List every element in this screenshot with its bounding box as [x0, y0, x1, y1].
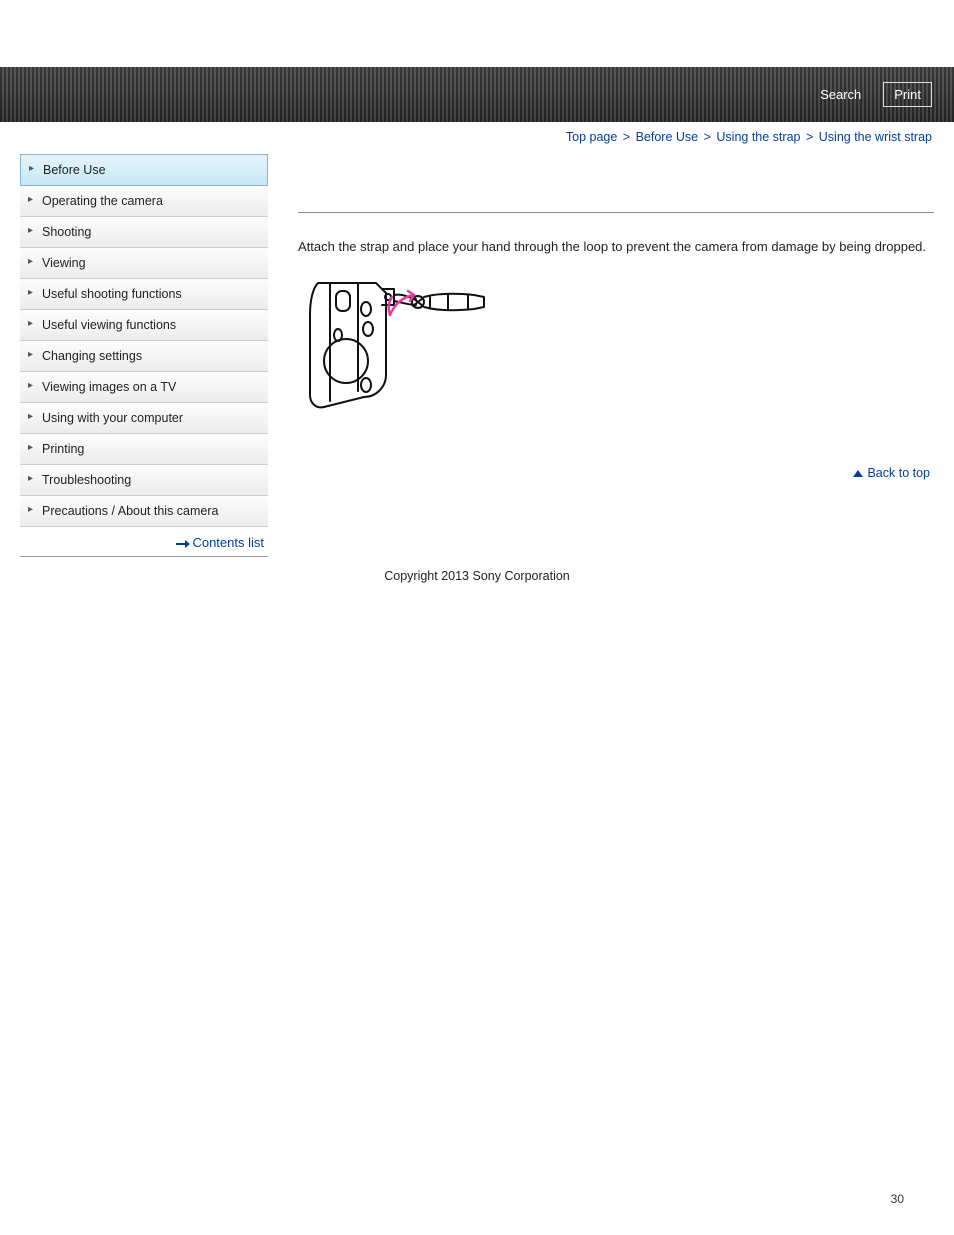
breadcrumb: Top page > Before Use > Using the strap …	[0, 122, 954, 154]
sidebar-item-useful-shooting[interactable]: Useful shooting functions	[20, 279, 268, 310]
sidebar-item-viewing-tv[interactable]: Viewing images on a TV	[20, 372, 268, 403]
title-rule	[298, 212, 934, 213]
sidebar-item-viewing[interactable]: Viewing	[20, 248, 268, 279]
triangle-up-icon	[853, 470, 863, 477]
body-text: Attach the strap and place your hand thr…	[298, 237, 934, 257]
sidebar-list: Before Use Operating the camera Shooting…	[20, 154, 268, 527]
contents-list: Contents list	[20, 527, 268, 557]
sidebar-item-operating[interactable]: Operating the camera	[20, 186, 268, 217]
print-button[interactable]: Print	[883, 82, 932, 107]
header-bar: Search Print	[0, 67, 954, 122]
page-number: 30	[891, 1192, 904, 1206]
breadcrumb-link-before-use[interactable]: Before Use	[636, 130, 699, 144]
sidebar-item-useful-viewing[interactable]: Useful viewing functions	[20, 310, 268, 341]
main-content: Attach the strap and place your hand thr…	[268, 154, 934, 480]
contents-list-link[interactable]: Contents list	[192, 535, 264, 550]
sidebar-item-computer[interactable]: Using with your computer	[20, 403, 268, 434]
breadcrumb-link-top[interactable]: Top page	[566, 130, 617, 144]
sidebar: Before Use Operating the camera Shooting…	[20, 154, 268, 557]
sidebar-item-precautions[interactable]: Precautions / About this camera	[20, 496, 268, 527]
back-to-top: Back to top	[298, 466, 934, 480]
search-link[interactable]: Search	[810, 83, 871, 106]
sidebar-item-troubleshooting[interactable]: Troubleshooting	[20, 465, 268, 496]
breadcrumb-link-using-strap[interactable]: Using the strap	[716, 130, 800, 144]
breadcrumb-sep: >	[804, 130, 815, 144]
wrist-strap-diagram	[298, 275, 488, 415]
sidebar-item-shooting[interactable]: Shooting	[20, 217, 268, 248]
back-to-top-link[interactable]: Back to top	[867, 466, 930, 480]
breadcrumb-sep: >	[621, 130, 632, 144]
breadcrumb-current: Using the wrist strap	[819, 130, 932, 144]
sidebar-item-changing-settings[interactable]: Changing settings	[20, 341, 268, 372]
copyright: Copyright 2013 Sony Corporation	[0, 557, 954, 623]
breadcrumb-sep: >	[702, 130, 713, 144]
sidebar-item-printing[interactable]: Printing	[20, 434, 268, 465]
sidebar-item-before-use[interactable]: Before Use	[20, 154, 268, 186]
arrow-right-icon	[176, 540, 190, 548]
